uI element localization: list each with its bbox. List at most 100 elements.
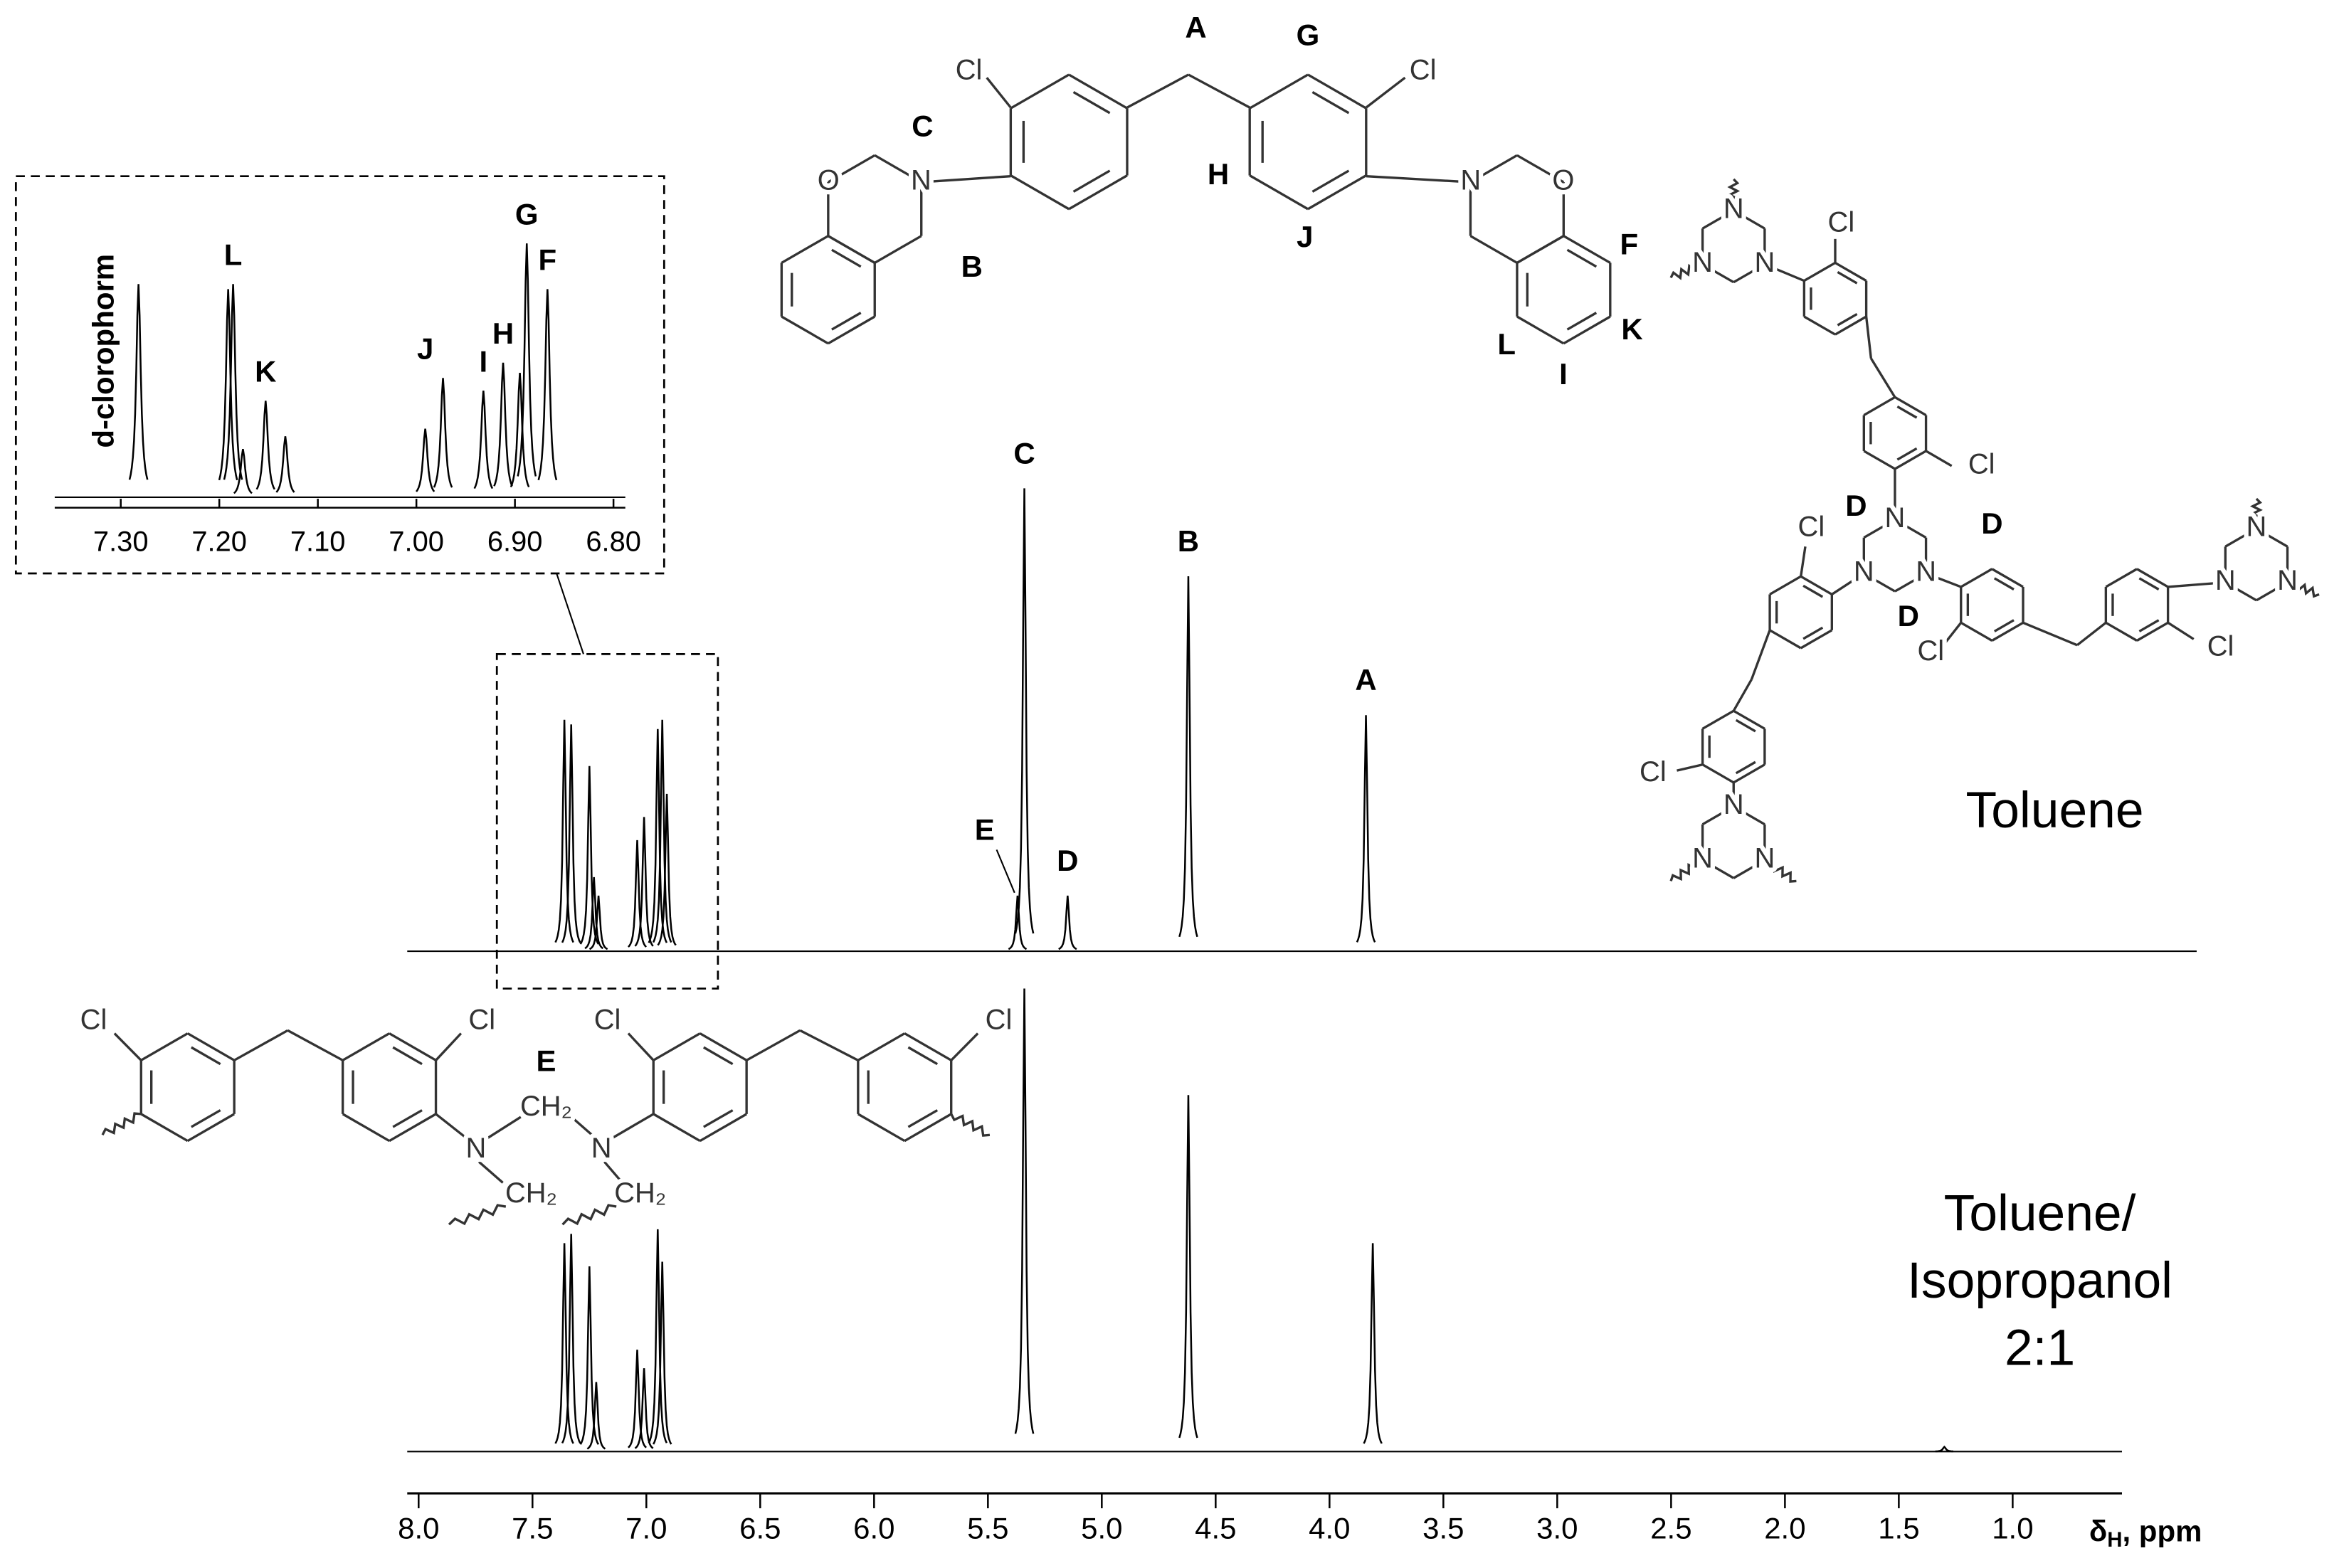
peak <box>554 719 574 943</box>
bond <box>2136 568 2169 588</box>
proton-label: L <box>1497 327 1516 361</box>
bond <box>1896 447 1918 461</box>
bond <box>1072 169 1111 193</box>
bond <box>1701 209 1735 230</box>
peak <box>1178 1095 1198 1439</box>
x-tick-label: 7.10 <box>290 526 346 558</box>
peak <box>416 428 435 492</box>
bond <box>1701 805 1735 826</box>
peak-label: K <box>255 355 276 388</box>
bond <box>1732 679 1753 711</box>
x-tick-label: 1.0 <box>1992 1512 2033 1545</box>
atom-label: Cl <box>468 1004 495 1035</box>
peak <box>648 1229 668 1443</box>
peak <box>588 895 608 950</box>
x-tick-label: 2.5 <box>1650 1512 1691 1545</box>
bond <box>1701 859 1735 879</box>
peak-label: C <box>1013 436 1035 470</box>
peak-label: E <box>975 812 995 846</box>
bond <box>857 1113 906 1143</box>
atom-label: N <box>1854 556 1874 588</box>
x-tick-label: 6.0 <box>853 1512 894 1545</box>
bond <box>1068 174 1128 211</box>
bond <box>781 315 829 345</box>
wavy-bond <box>101 1112 142 1136</box>
bond <box>2167 621 2195 640</box>
peak <box>657 793 677 946</box>
bond <box>699 1032 747 1061</box>
peak <box>1935 1445 1954 1453</box>
bond <box>653 1113 701 1143</box>
bond <box>233 1029 289 1061</box>
bond <box>287 1029 344 1061</box>
bond <box>1802 584 1824 598</box>
peak <box>1014 488 1035 934</box>
x-tick-label: 8.0 <box>398 1512 439 1545</box>
bond <box>627 1032 655 1061</box>
x-tick-label: 4.0 <box>1309 1512 1350 1545</box>
bond <box>1764 263 1805 282</box>
bond <box>1991 621 2024 642</box>
bond <box>1863 450 1896 470</box>
bond <box>702 1109 734 1128</box>
bond <box>2168 581 2226 588</box>
bond <box>113 1032 142 1061</box>
bond <box>392 1046 423 1066</box>
atom-label: Cl <box>1640 756 1667 788</box>
bond <box>2076 621 2107 647</box>
bond <box>389 1113 437 1143</box>
peak <box>493 362 513 487</box>
bond <box>1800 546 1807 577</box>
bond <box>1733 263 1765 284</box>
peak <box>128 284 149 480</box>
bond <box>1863 572 1896 593</box>
bond <box>1307 174 1367 211</box>
bond <box>190 1046 221 1066</box>
peak-label: H <box>492 317 514 350</box>
bond <box>1366 175 1471 184</box>
bond <box>1750 630 1771 680</box>
peak-label: I <box>479 344 487 378</box>
series-label: Toluene/ <box>1944 1185 2136 1242</box>
bond <box>1837 271 1858 285</box>
bond <box>1733 859 1765 879</box>
peak-label: D <box>1057 844 1078 877</box>
proton-label: D <box>1981 507 2002 540</box>
bond <box>1733 805 1765 826</box>
peak <box>255 401 275 490</box>
atom-label: Cl <box>80 1004 107 1035</box>
bond <box>342 1032 390 1061</box>
atom-label: N <box>1755 247 1775 278</box>
wavy-bond <box>561 1204 617 1226</box>
bond <box>477 1160 504 1184</box>
bond <box>1566 248 1598 268</box>
atom-label: N <box>2277 565 2298 596</box>
peak <box>433 378 453 488</box>
bond <box>827 315 876 345</box>
peak <box>1008 895 1028 950</box>
bond <box>2256 527 2288 548</box>
wavy-bond <box>950 1113 991 1137</box>
bond <box>1469 154 1518 184</box>
zoom-region <box>495 653 719 990</box>
bond <box>1010 174 1070 211</box>
bond <box>1863 396 1896 416</box>
bond <box>1960 568 1993 588</box>
bond <box>2224 581 2257 602</box>
bond <box>1563 315 1611 345</box>
peak <box>561 1234 581 1444</box>
atom-label: Cl <box>1828 206 1855 238</box>
x-tick-label: 7.00 <box>389 526 444 558</box>
atom-label: Cl <box>2207 631 2234 662</box>
axis-subscript: H <box>2107 1528 2122 1552</box>
bond <box>1249 73 1309 110</box>
bond <box>1837 312 1858 327</box>
bond <box>140 1113 189 1143</box>
wavy-bond <box>1669 260 1704 280</box>
series-label: Isopropanol <box>1907 1252 2173 1309</box>
bond <box>1925 572 1962 588</box>
bond <box>1735 761 1756 775</box>
series-label: Toluene <box>1966 782 2144 839</box>
atom-label: N <box>1885 502 1906 534</box>
